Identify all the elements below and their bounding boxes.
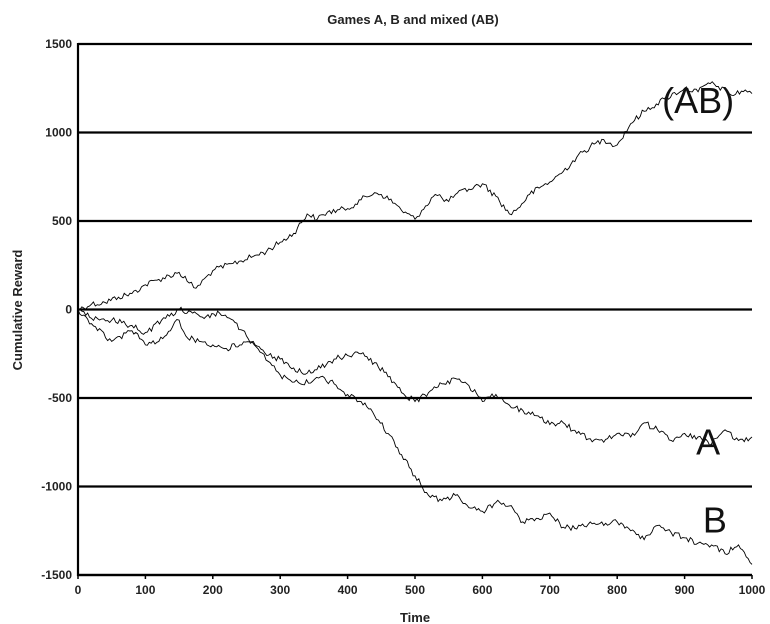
x-axis-ticks: 0 100 200 300 400 500 600 700 800 900 1000	[75, 575, 766, 597]
x-tick-label: 100	[135, 583, 155, 597]
y-tick-label: 1500	[45, 37, 72, 51]
y-axis-ticks: 1500 1000 500 0 -500 -1000 -1500	[41, 37, 72, 582]
x-tick-label: 600	[472, 583, 492, 597]
series-line	[77, 309, 753, 446]
x-tick-label: 800	[607, 583, 627, 597]
chart-title: Games A, B and mixed (AB)	[327, 12, 498, 27]
series-label: (AB)	[662, 80, 734, 121]
x-axis-label: Time	[400, 610, 430, 624]
series-line	[77, 306, 753, 565]
x-tick-label: 300	[270, 583, 290, 597]
x-tick-label: 500	[405, 583, 425, 597]
y-tick-label: 0	[65, 303, 72, 317]
y-tick-label: 500	[52, 214, 72, 228]
series-line	[77, 81, 753, 311]
y-tick-label: -1000	[41, 480, 72, 494]
y-axis-label: Cumulative Reward	[10, 250, 25, 371]
series-label: B	[703, 500, 727, 541]
x-tick-label: 1000	[739, 583, 766, 597]
series-label: A	[696, 422, 720, 463]
x-tick-label: 200	[203, 583, 223, 597]
x-tick-label: 400	[338, 583, 358, 597]
series-lines	[77, 81, 753, 565]
series-labels: (AB) AB	[662, 80, 734, 540]
x-tick-label: 0	[75, 583, 82, 597]
y-tick-label: 1000	[45, 126, 72, 140]
y-tick-label: -500	[48, 391, 72, 405]
x-tick-label: 700	[540, 583, 560, 597]
x-tick-label: 900	[675, 583, 695, 597]
y-tick-label: -1500	[41, 568, 72, 582]
